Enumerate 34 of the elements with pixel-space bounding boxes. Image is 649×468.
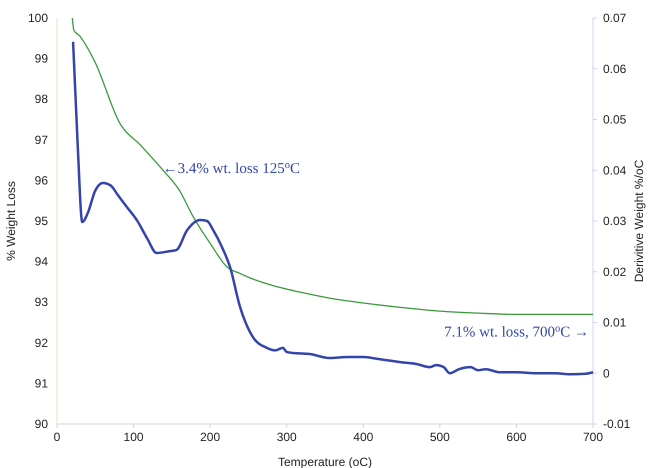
y-tick-label: 90 (34, 417, 48, 431)
x-tick-label: 500 (430, 430, 450, 444)
y2-tick-label: 0 (603, 366, 610, 380)
y2-tick-label: 0.02 (603, 264, 627, 279)
x-tick-label: 600 (506, 430, 527, 444)
y-tick-label: 94 (34, 254, 48, 269)
x-tick-label: 400 (353, 430, 374, 444)
y2-tick-label: 0.05 (603, 112, 627, 126)
y-tick-label: 98 (34, 92, 48, 106)
y-axis-title: % Weight Loss (4, 181, 18, 261)
y2-tick-label: 0.03 (603, 214, 627, 228)
x-tick-label: 700 (582, 430, 604, 444)
x-tick-label: 200 (200, 430, 220, 444)
y-tick-label: 92 (34, 336, 48, 350)
y2-tick-label: 0.04 (603, 163, 627, 178)
x-tick-label: 300 (276, 430, 298, 444)
annotation: ←3.4% wt. loss 125$^{o}$C (162, 160, 300, 178)
y-tick-label: 100 (28, 11, 48, 25)
y-tick-label: 95 (34, 214, 48, 228)
y2-tick-label: 0.01 (603, 316, 627, 330)
y2-tick-label: 0.07 (603, 11, 627, 25)
annotation: 7.1% wt. loss, 700$^{o}$C → (444, 322, 589, 340)
y-tick-label: 93 (34, 295, 48, 310)
y2-tick-label: 0.06 (603, 62, 627, 76)
line-series (72, 40, 594, 376)
y2-tick-label: -0.01 (603, 417, 631, 431)
y-tick-label: 97 (34, 132, 48, 147)
line-series (72, 17, 594, 316)
y-tick-label: 96 (34, 173, 48, 188)
y-tick-label: 91 (34, 376, 48, 390)
x-tick-label: 0 (54, 430, 61, 444)
x-tick-label: 100 (124, 430, 144, 444)
y-tick-label: 99 (34, 52, 48, 66)
y2-axis-title: Derivitive Weight %/oC (632, 159, 646, 282)
